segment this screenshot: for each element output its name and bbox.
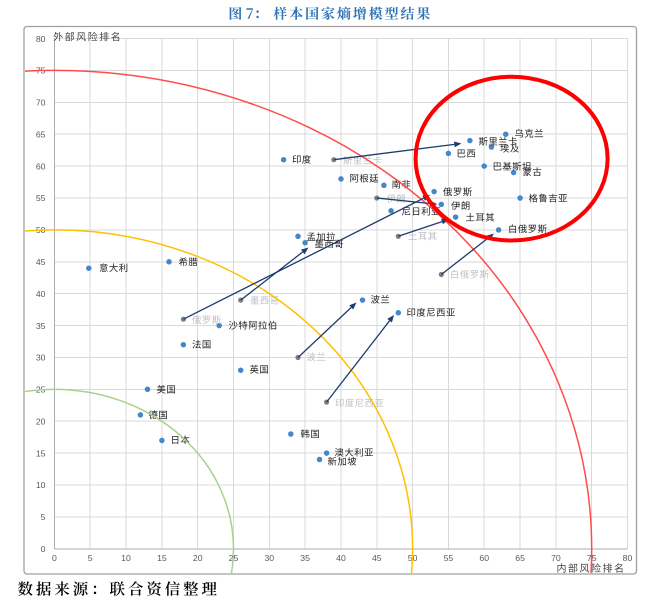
- svg-text:20: 20: [36, 416, 46, 426]
- svg-text:30: 30: [36, 353, 46, 363]
- svg-text:65: 65: [36, 129, 46, 139]
- svg-text:10: 10: [36, 480, 46, 490]
- svg-text:40: 40: [36, 289, 46, 299]
- svg-text:60: 60: [479, 553, 489, 563]
- svg-text:55: 55: [36, 193, 46, 203]
- svg-text:0: 0: [52, 553, 57, 563]
- svg-text:20: 20: [193, 553, 203, 563]
- svg-text:45: 45: [36, 257, 46, 267]
- svg-text:0: 0: [41, 544, 46, 554]
- svg-text:5: 5: [41, 512, 46, 522]
- svg-text:70: 70: [36, 98, 46, 108]
- svg-text:70: 70: [551, 553, 561, 563]
- svg-text:80: 80: [623, 553, 633, 563]
- svg-text:45: 45: [372, 553, 382, 563]
- svg-text:40: 40: [336, 553, 346, 563]
- svg-text:65: 65: [515, 553, 525, 563]
- svg-text:5: 5: [88, 553, 93, 563]
- svg-text:30: 30: [264, 553, 274, 563]
- svg-text:55: 55: [444, 553, 454, 563]
- svg-text:35: 35: [36, 321, 46, 331]
- svg-text:10: 10: [121, 553, 131, 563]
- svg-text:60: 60: [36, 161, 46, 171]
- svg-text:15: 15: [157, 553, 167, 563]
- svg-text:35: 35: [300, 553, 310, 563]
- svg-text:80: 80: [36, 34, 46, 44]
- svg-text:15: 15: [36, 448, 46, 458]
